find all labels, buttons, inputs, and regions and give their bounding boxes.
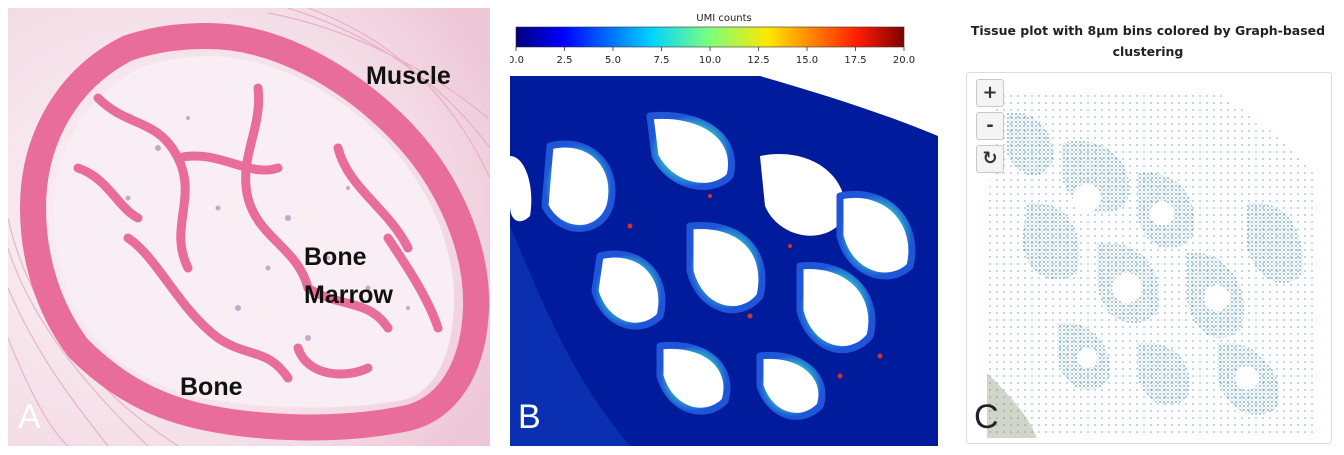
colorbar [515,26,905,51]
zoom-in-button[interactable]: + [976,79,1004,107]
colorbar-tick-label: 15.0 [795,55,819,66]
he-stain-panel: Muscle Bone Marrow Bone A [8,8,490,446]
zoom-out-button[interactable]: - [976,112,1004,140]
he-stain-image [8,8,490,446]
label-muscle: Muscle [366,62,451,90]
reset-view-button[interactable]: ↻ [976,145,1004,173]
clustering-plot-title: Tissue plot with 8µm bins colored by Gra… [962,20,1334,62]
colorbar-tick-label: 10.0 [698,55,722,66]
panel-letter-c: C [974,398,999,436]
panel-letter-b: B [518,398,541,436]
clustering-plot-image [987,93,1317,438]
umi-counts-panel: UMI counts 0.0 2.5 5.0 7.5 10.0 12.5 15.0 17.5 2… [510,8,938,446]
colorbar-title: UMI counts [696,13,752,24]
umi-heatmap-image [510,76,938,446]
colorbar-tick-label: 2.5 [556,55,573,66]
clustering-panel: Tissue plot with 8µm bins colored by Gra… [962,8,1334,446]
colorbar-tick-label: 5.0 [605,55,621,66]
clustering-title-line2: clustering [1112,44,1184,59]
label-bone-marrow-line2: Marrow [304,281,393,309]
colorbar-tick-label: 20.0 [892,55,916,66]
colorbar-tick-label: 7.5 [653,55,670,66]
label-bone-marrow-line1: Bone [304,243,367,271]
clustering-plot-frame[interactable]: + - ↻ [966,72,1332,444]
clustering-title-line1: Tissue plot with 8µm bins colored by Gra… [970,23,1326,38]
panel-letter-a: A [18,398,41,436]
colorbar-tick-label: 12.5 [747,55,770,66]
label-bone: Bone [180,373,243,401]
colorbar-tick-label: 0.0 [510,55,524,66]
colorbar-tick-label: 17.5 [844,55,867,66]
